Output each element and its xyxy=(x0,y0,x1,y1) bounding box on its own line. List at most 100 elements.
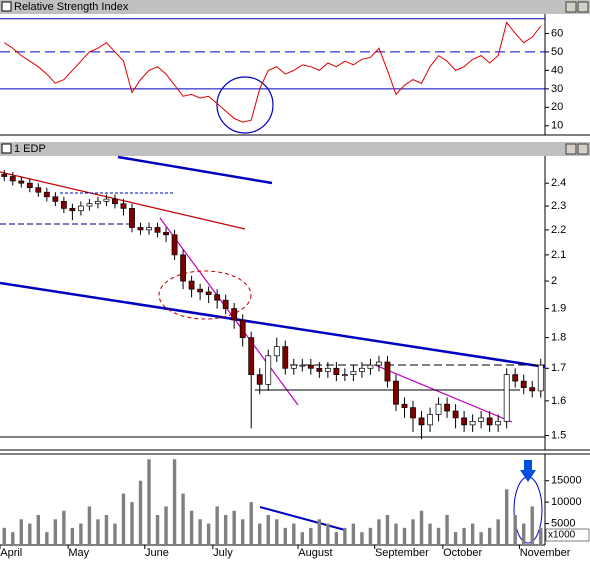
volume-bar xyxy=(462,527,466,545)
candle-body xyxy=(427,414,433,426)
candle-body xyxy=(486,417,493,426)
volume-bar xyxy=(522,523,526,545)
candle-body xyxy=(384,361,391,382)
volume-bar xyxy=(411,519,415,545)
y-tick-label: 15000 xyxy=(551,475,582,487)
window-button[interactable] xyxy=(565,1,577,13)
candle-body xyxy=(359,367,365,372)
x-tick-label: October xyxy=(443,547,482,559)
window-button[interactable] xyxy=(577,143,589,155)
volume-bar xyxy=(2,527,6,545)
candle-body xyxy=(520,380,527,388)
volume-bar xyxy=(79,523,83,545)
candle-body xyxy=(273,346,280,357)
volume-bar xyxy=(53,519,58,545)
candle-body xyxy=(256,374,263,385)
candle-body xyxy=(137,227,144,231)
volume-bar xyxy=(496,519,500,545)
candle-body xyxy=(1,173,8,177)
volume-bar xyxy=(215,506,219,545)
volume-bar xyxy=(428,523,432,545)
candle-body xyxy=(239,319,246,338)
volume-bar xyxy=(249,502,253,545)
candle-body xyxy=(478,417,485,422)
panel-header xyxy=(0,142,590,156)
candle-body xyxy=(77,205,84,212)
volume-bar xyxy=(513,515,517,545)
window-button[interactable] xyxy=(565,143,577,155)
candle-body xyxy=(154,227,161,233)
candle-body xyxy=(222,299,229,309)
candle-body xyxy=(231,308,238,321)
candle-body xyxy=(316,367,323,372)
volume-bar xyxy=(453,532,458,545)
y-tick-label: 1.9 xyxy=(551,303,566,315)
volume-bar xyxy=(164,506,168,545)
volume-bar xyxy=(445,515,449,545)
volume-bar xyxy=(28,523,32,545)
candle-body xyxy=(26,182,33,189)
volume-bar xyxy=(317,519,322,545)
candle-body xyxy=(350,371,357,376)
volume-bar xyxy=(283,527,287,545)
volume-bar xyxy=(104,515,109,545)
y-tick-label: 60 xyxy=(551,27,563,39)
candle-body xyxy=(171,234,178,256)
candle-body xyxy=(529,387,536,392)
volume-bar xyxy=(189,510,194,545)
y-tick-label: 1.7 xyxy=(551,362,566,374)
volume-bar xyxy=(343,527,347,545)
window-button[interactable] xyxy=(577,1,589,13)
volume-bar xyxy=(377,519,381,545)
volume-bar xyxy=(334,532,339,545)
y-tick-label: 10 xyxy=(551,120,563,132)
candle-body xyxy=(214,294,221,301)
candle-body xyxy=(60,201,67,209)
candle-body xyxy=(307,364,314,369)
candle-body xyxy=(86,203,93,207)
candle-body xyxy=(418,417,425,426)
volume-bar xyxy=(172,459,177,545)
x-tick-label: May xyxy=(68,547,89,559)
volume-bar xyxy=(300,532,305,545)
y-tick-label: 2.2 xyxy=(551,224,566,236)
volume-bar xyxy=(45,532,49,545)
volume-bar xyxy=(19,519,23,545)
volume-bar xyxy=(385,515,390,545)
volume-bar xyxy=(240,519,245,545)
candle-body xyxy=(503,374,510,422)
annotation-circle xyxy=(216,76,274,134)
candle-body xyxy=(112,198,118,205)
y-tick-label: 30 xyxy=(551,83,563,95)
candle-body xyxy=(299,364,306,367)
y-tick-label: 5000 xyxy=(551,517,575,529)
volume-bar xyxy=(436,527,441,545)
volume-bar xyxy=(87,506,92,545)
candle-body xyxy=(265,355,272,385)
volume-bar xyxy=(11,532,15,545)
volume-bar xyxy=(181,493,185,545)
x-tick-label: November xyxy=(520,547,571,559)
candle-body xyxy=(444,403,450,412)
y-tick-label: 50 xyxy=(551,46,563,58)
y-tick-label: 2.1 xyxy=(551,249,566,261)
y-tick-label: 40 xyxy=(551,64,563,76)
panel-title: 1 EDP xyxy=(14,143,46,155)
candle-body xyxy=(180,254,186,282)
candle-body xyxy=(537,364,544,392)
candle-body xyxy=(512,374,519,382)
panel-title: Relative Strength Index xyxy=(14,1,129,13)
x-tick-label: June xyxy=(145,547,169,559)
candle-body xyxy=(282,346,289,369)
candle-body xyxy=(367,364,374,369)
candle-body xyxy=(401,403,408,408)
volume-bar xyxy=(504,489,509,545)
candle-body xyxy=(324,367,331,372)
volume-bar xyxy=(402,527,407,545)
volume-bar xyxy=(121,493,126,545)
x-tick-label: August xyxy=(298,547,332,559)
y-tick-label: 2.3 xyxy=(551,200,566,212)
candle-body xyxy=(205,291,212,296)
x-tick-label: April xyxy=(0,547,22,559)
